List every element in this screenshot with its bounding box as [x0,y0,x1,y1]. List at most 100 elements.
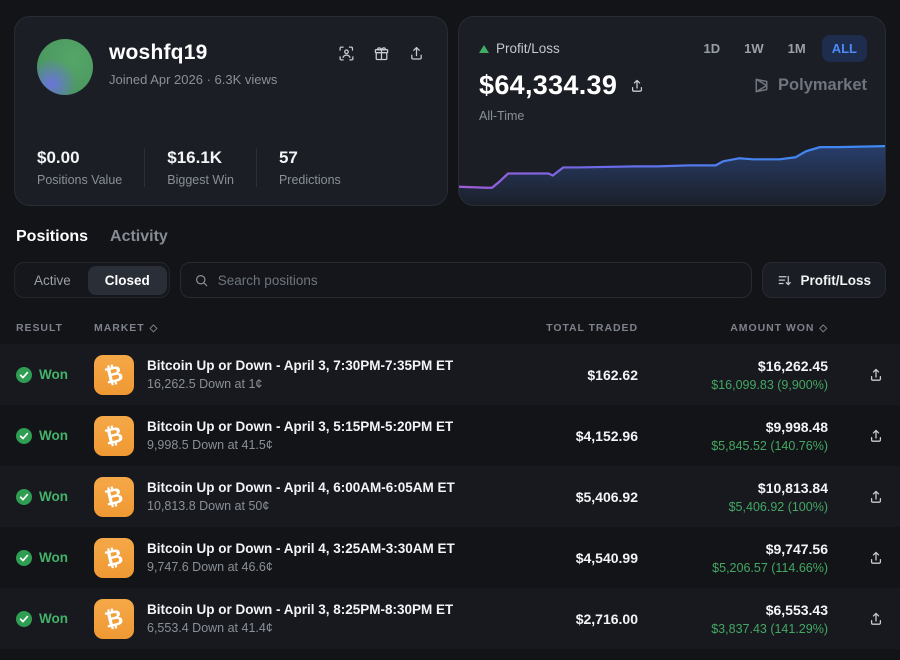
row-share-cell [828,489,884,505]
market-cell: ₿ Bitcoin Up or Down - April 3, 5:15PM-5… [94,415,488,456]
header-amount-won[interactable]: AMOUNT WON ◇ [730,322,828,334]
position-detail: 9,747.6 Down at 46.6¢ [147,560,273,574]
search-icon [195,274,208,286]
won-check-icon [16,366,32,383]
table-header: RESULT MARKET ◇ TOTAL TRADED AMOUNT WON ◇ [0,298,900,344]
sort-diamond-icon: ◇ [819,322,828,334]
bitcoin-icon: ₿ [94,537,134,578]
amount-won-cell: $9,998.48 $5,845.52 (140.76%) [638,419,828,453]
share-position-icon[interactable] [868,550,884,566]
market-cell: ₿ Bitcoin Up or Down - April 3, 7:30PM-7… [94,354,488,395]
table-row[interactable]: Won ₿ Bitcoin Up or Down - April 3, 7:30… [0,344,900,405]
polymarket-watermark: Polymarket [752,76,867,95]
sort-descending-icon [779,275,792,285]
profile-meta: Joined Apr 2026 · 6.3K views [109,72,277,87]
stat-value: $16.1K [167,148,223,167]
header-market[interactable]: MARKET ◇ [94,322,159,334]
avatar[interactable] [37,39,93,95]
amount-won-cell: $10,813.84 $5,406.92 (100%) [638,480,828,514]
table-row[interactable]: Won ₿ Bitcoin Up or Down - April 3, 8:25… [0,588,900,649]
market-title: Bitcoin Up or Down - April 4, 3:25AM-3:3… [147,541,455,556]
stat-value: $0.00 [37,148,80,167]
share-position-icon[interactable] [868,611,884,627]
range-all[interactable]: ALL [821,35,867,62]
profit-delta: $3,837.43 (141.29%) [711,621,828,636]
tab-positions[interactable]: Positions [16,228,89,245]
share-position-icon[interactable] [868,489,884,505]
result-badge: Won [16,366,94,383]
profit-delta: $16,099.83 (9,900%) [711,377,828,392]
table-row[interactable]: Won ₿ Bitcoin Up or Down - April 4, 6:00… [0,466,900,527]
profit-delta: $5,206.57 (114.66%) [712,560,828,575]
range-1m[interactable]: 1M [787,41,806,56]
amount-won: $16,262.45 [757,357,828,374]
market-title: Bitcoin Up or Down - April 3, 8:25PM-8:3… [147,602,454,617]
views-count: 6.3K views [214,72,278,87]
total-traded: $4,152.96 [575,427,638,444]
won-check-icon [16,610,32,627]
market-title: Bitcoin Up or Down - April 3, 5:15PM-5:2… [147,419,454,434]
table-row[interactable]: Won ₿ Bitcoin Up or Down - April 3, 5:15… [0,405,900,466]
result-badge: Won [16,488,94,505]
stat-label: Predictions [278,173,341,187]
bitcoin-icon: ₿ [94,476,134,517]
profile-card: woshfq19 Joined Apr 2026 · 6.3K views [14,16,448,206]
range-1d[interactable]: 1D [703,41,721,56]
up-triangle-icon [479,44,489,53]
header-total-traded[interactable]: TOTAL TRADED [546,322,638,334]
share-pnl-icon[interactable] [629,78,645,94]
amount-won: $6,553.43 [765,601,828,618]
amount-won: $9,747.56 [765,540,828,557]
profit-delta: $5,845.52 (140.76%) [711,438,828,453]
pnl-card: Profit/Loss 1D 1W 1M ALL $64,334.39 [458,16,886,206]
stat-biggest-win: $16.1K Biggest Win [144,148,256,187]
position-detail: 16,262.5 Down at 1¢ [147,377,263,391]
row-share-cell [828,550,884,566]
stat-value: 57 [278,148,298,167]
profit-loss-sort-button[interactable]: Profit/Loss [762,262,886,298]
pnl-value: $64,334.39 [479,70,618,100]
stat-predictions: 57 Predictions [255,148,363,187]
won-check-icon [16,427,32,444]
amount-won-cell: $6,553.43 $3,837.43 (141.29%) [638,602,828,636]
range-1w[interactable]: 1W [744,41,764,56]
polymarket-logo-icon [755,78,768,93]
stat-positions-value: $0.00 Positions Value [37,148,144,187]
table-row[interactable]: Won ₿ Bitcoin Up or Down - April 4, 3:25… [0,527,900,588]
pnl-title: Profit/Loss [496,41,560,56]
header-result[interactable]: RESULT [16,322,63,334]
market-title: Bitcoin Up or Down - April 3, 7:30PM-7:3… [147,358,454,373]
won-check-icon [16,549,32,566]
position-detail: 10,813.8 Down at 50¢ [147,499,270,513]
row-share-cell [828,367,884,383]
gift-icon[interactable] [373,45,390,62]
face-scan-icon[interactable] [338,45,355,62]
search-positions-box[interactable] [179,262,753,298]
time-range-selector: 1D 1W 1M ALL [696,35,867,62]
positions-table: Won ₿ Bitcoin Up or Down - April 3, 7:30… [0,344,900,649]
meta-separator: · [206,72,215,87]
stat-label: Positions Value [37,173,123,187]
market-cell: ₿ Bitcoin Up or Down - April 4, 3:25AM-3… [94,537,488,578]
pnl-chart [459,139,885,205]
tab-activity[interactable]: Activity [110,228,168,245]
segment-closed[interactable]: Closed [87,265,167,295]
position-detail: 9,998.5 Down at 41.5¢ [147,438,273,452]
share-position-icon[interactable] [868,367,884,383]
amount-won: $10,813.84 [757,479,828,496]
status-segmented-control: Active Closed [14,262,170,298]
bitcoin-icon: ₿ [94,354,134,395]
row-share-cell [828,611,884,627]
share-position-icon[interactable] [868,428,884,444]
share-icon[interactable] [408,45,425,62]
total-traded: $4,540.99 [575,549,638,566]
market-title: Bitcoin Up or Down - April 4, 6:00AM-6:0… [147,480,455,495]
market-cell: ₿ Bitcoin Up or Down - April 4, 6:00AM-6… [94,476,488,517]
filter-bar: Active Closed Profit/Loss [0,246,900,298]
bitcoin-icon: ₿ [94,598,134,639]
section-tabs: Positions Activity [0,206,900,246]
row-share-cell [828,428,884,444]
sort-diamond-icon: ◇ [149,322,159,334]
search-input[interactable] [217,272,739,288]
segment-active[interactable]: Active [34,272,71,288]
